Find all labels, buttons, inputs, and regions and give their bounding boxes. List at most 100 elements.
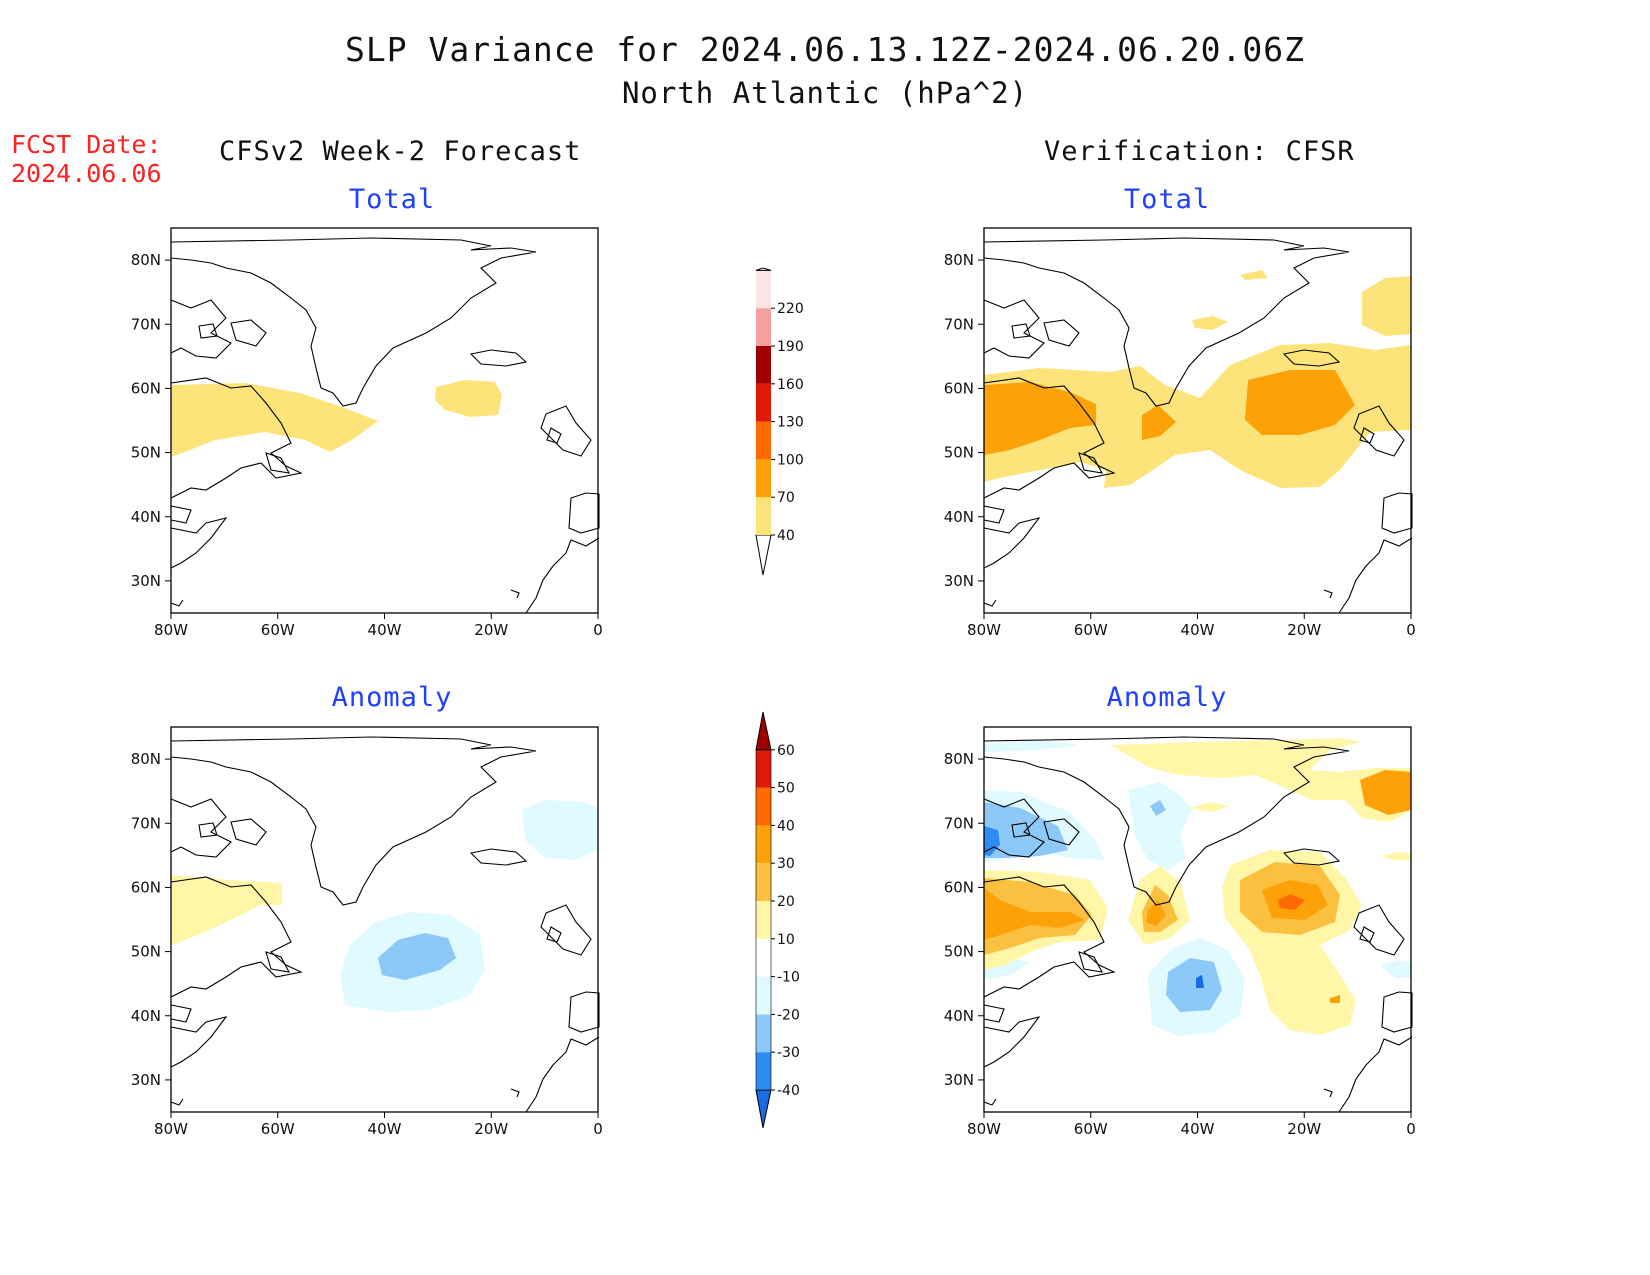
colorbar-anomaly-label-7: 40	[777, 818, 795, 834]
colorbar-total-swatch-4	[756, 346, 771, 384]
verification-total-lon-tick-1: 60W	[1074, 621, 1108, 639]
forecast-anomaly-lon-tick-2: 40W	[368, 1120, 402, 1138]
colorbar-anomaly-label-8: 50	[777, 781, 795, 797]
colorbar-anomaly-low-tip	[755, 1089, 772, 1129]
verification-anomaly-shading	[984, 738, 1411, 1036]
verification-total-lat-tick-5: 30N	[944, 572, 974, 590]
verification-total-subtitle: Total	[1123, 184, 1211, 215]
forecast-column-title: CFSv2 Week-2 Forecast	[219, 136, 582, 167]
forecast-anomaly-lon-tick-4: 0	[593, 1120, 603, 1138]
verification-anomaly-lon-tick-0: 80W	[967, 1120, 1001, 1138]
forecast-anomaly-lon-tick-1: 60W	[261, 1120, 295, 1138]
colorbar-anomaly-label-2: -20	[777, 1007, 800, 1023]
colorbar-anomaly-label-9: 60	[777, 743, 795, 759]
colorbar-anomaly: -40 -30 -20 -10 10 20 30 40 50 60	[755, 711, 800, 1129]
colorbar-total-swatch-5	[756, 308, 771, 346]
forecast-total-lon-tick-1: 60W	[261, 621, 295, 639]
colorbar-anomaly-high-tip	[755, 711, 772, 751]
colorbar-total-swatch-3	[756, 383, 771, 422]
colorbar-total-high-tip	[755, 267, 772, 271]
verification-anomaly-lon-tick-4: 0	[1406, 1120, 1416, 1138]
colorbar-anomaly-label-4: 10	[777, 932, 795, 948]
verification-total-lon-tick-0: 80W	[967, 621, 1001, 639]
forecast-anomaly-lon-tick-0: 80W	[154, 1120, 188, 1138]
colorbar-total-label-5: 190	[777, 339, 804, 355]
forecast-total-lon-tick-3: 20W	[474, 621, 508, 639]
colorbar-anomaly-swatch-6	[756, 825, 771, 864]
forecast-anomaly-lat-tick-1: 70N	[131, 814, 161, 832]
verification-column-title: Verification: CFSR	[1044, 136, 1355, 167]
verification-anomaly-lon-tick-1: 60W	[1074, 1120, 1108, 1138]
forecast-total-lon-tick-0: 80W	[154, 621, 188, 639]
colorbar-total: 40 70 100 130 160 190 220	[755, 267, 804, 576]
colorbar-anomaly-swatch-2	[756, 976, 771, 1015]
colorbar-anomaly-swatch-4	[756, 901, 771, 939]
forecast-anomaly-lat-tick-5: 30N	[131, 1071, 161, 1089]
colorbar-total-label-1: 70	[777, 490, 795, 506]
forecast-anomaly-lat-tick-2: 60N	[131, 878, 161, 896]
colorbar-anomaly-swatch-1	[756, 1014, 771, 1053]
verification-anomaly-lon-tick-2: 40W	[1181, 1120, 1215, 1138]
forecast-anomaly-lat-tick-4: 40N	[131, 1007, 161, 1025]
colorbar-total-swatch-6	[756, 270, 771, 309]
colorbar-anomaly-label-0: -40	[777, 1083, 800, 1099]
forecast-anomaly-lat-tick-0: 80N	[131, 750, 161, 768]
verification-total-shading	[984, 270, 1411, 488]
forecast-anomaly-map	[170, 726, 600, 1113]
fcst-date-value: 2024.06.06	[11, 159, 162, 188]
verification-anomaly-map	[983, 726, 1413, 1113]
verification-total-lon-tick-4: 0	[1406, 621, 1416, 639]
verification-anomaly-lat-tick-2: 60N	[944, 878, 974, 896]
forecast-anomaly-lon-tick-3: 20W	[474, 1120, 508, 1138]
colorbar-anomaly-swatch-7	[756, 787, 771, 826]
verification-total-lat-tick-2: 60N	[944, 379, 974, 397]
forecast-total-lat-tick-0: 80N	[131, 251, 161, 269]
colorbar-total-label-2: 100	[777, 452, 804, 468]
forecast-total-map	[170, 227, 600, 614]
main-subtitle: North Atlantic (hPa^2)	[621, 76, 1029, 110]
verification-anomaly-lat-tick-0: 80N	[944, 750, 974, 768]
forecast-total-lat-tick-3: 50N	[131, 444, 161, 462]
colorbar-total-label-0: 40	[777, 528, 795, 544]
colorbar-total-label-4: 160	[777, 377, 804, 393]
verification-total-lat-tick-0: 80N	[944, 251, 974, 269]
forecast-anomaly-shading	[171, 800, 598, 1012]
forecast-total-lon-tick-4: 0	[593, 621, 603, 639]
colorbar-total-swatch-2	[756, 421, 771, 460]
verification-anomaly-lon-tick-3: 20W	[1287, 1120, 1321, 1138]
colorbar-anomaly-swatch-0	[756, 1052, 771, 1090]
colorbar-total-label-3: 130	[777, 415, 804, 431]
axes-layer: 80W 60W 40W 20W 0 80N 70N 60N 50N 40N 30N 80W 60W 40W…	[131, 251, 1416, 1138]
verification-anomaly-lat-tick-1: 70N	[944, 814, 974, 832]
main-title: SLP Variance for 2024.06.13.12Z-2024.06.…	[345, 30, 1305, 69]
verification-total-lon-tick-3: 20W	[1287, 621, 1321, 639]
colorbar-anomaly-label-3: -10	[777, 970, 800, 986]
forecast-total-lat-tick-5: 30N	[131, 572, 161, 590]
verification-total-map	[983, 227, 1413, 614]
forecast-total-lat-tick-4: 40N	[131, 508, 161, 526]
colorbar-anomaly-swatch-5	[756, 863, 771, 901]
verification-total-lon-tick-2: 40W	[1181, 621, 1215, 639]
forecast-total-lat-tick-2: 60N	[131, 379, 161, 397]
forecast-total-subtitle: Total	[348, 184, 436, 215]
colorbar-total-low-tip	[755, 534, 772, 576]
colorbar-total-swatch-1	[756, 459, 771, 498]
forecast-anomaly-subtitle: Anomaly	[331, 682, 453, 713]
verification-total-lat-tick-3: 50N	[944, 444, 974, 462]
verification-total-lat-tick-1: 70N	[944, 315, 974, 333]
colorbar-anomaly-label-1: -30	[777, 1045, 800, 1061]
verification-anomaly-subtitle: Anomaly	[1106, 682, 1228, 713]
verification-total-lat-tick-4: 40N	[944, 508, 974, 526]
forecast-anomaly-lat-tick-3: 50N	[131, 943, 161, 961]
colorbar-total-swatch-0	[756, 497, 771, 535]
colorbar-anomaly-swatch-3	[756, 938, 771, 977]
verification-anomaly-lat-tick-3: 50N	[944, 943, 974, 961]
forecast-total-shading	[171, 380, 502, 457]
fcst-date-label: FCST Date:	[11, 130, 162, 159]
colorbar-anomaly-swatch-8	[756, 749, 771, 788]
forecast-total-lat-tick-1: 70N	[131, 315, 161, 333]
colorbar-anomaly-label-5: 20	[777, 894, 795, 910]
verification-anomaly-lat-tick-5: 30N	[944, 1071, 974, 1089]
forecast-total-lon-tick-2: 40W	[368, 621, 402, 639]
